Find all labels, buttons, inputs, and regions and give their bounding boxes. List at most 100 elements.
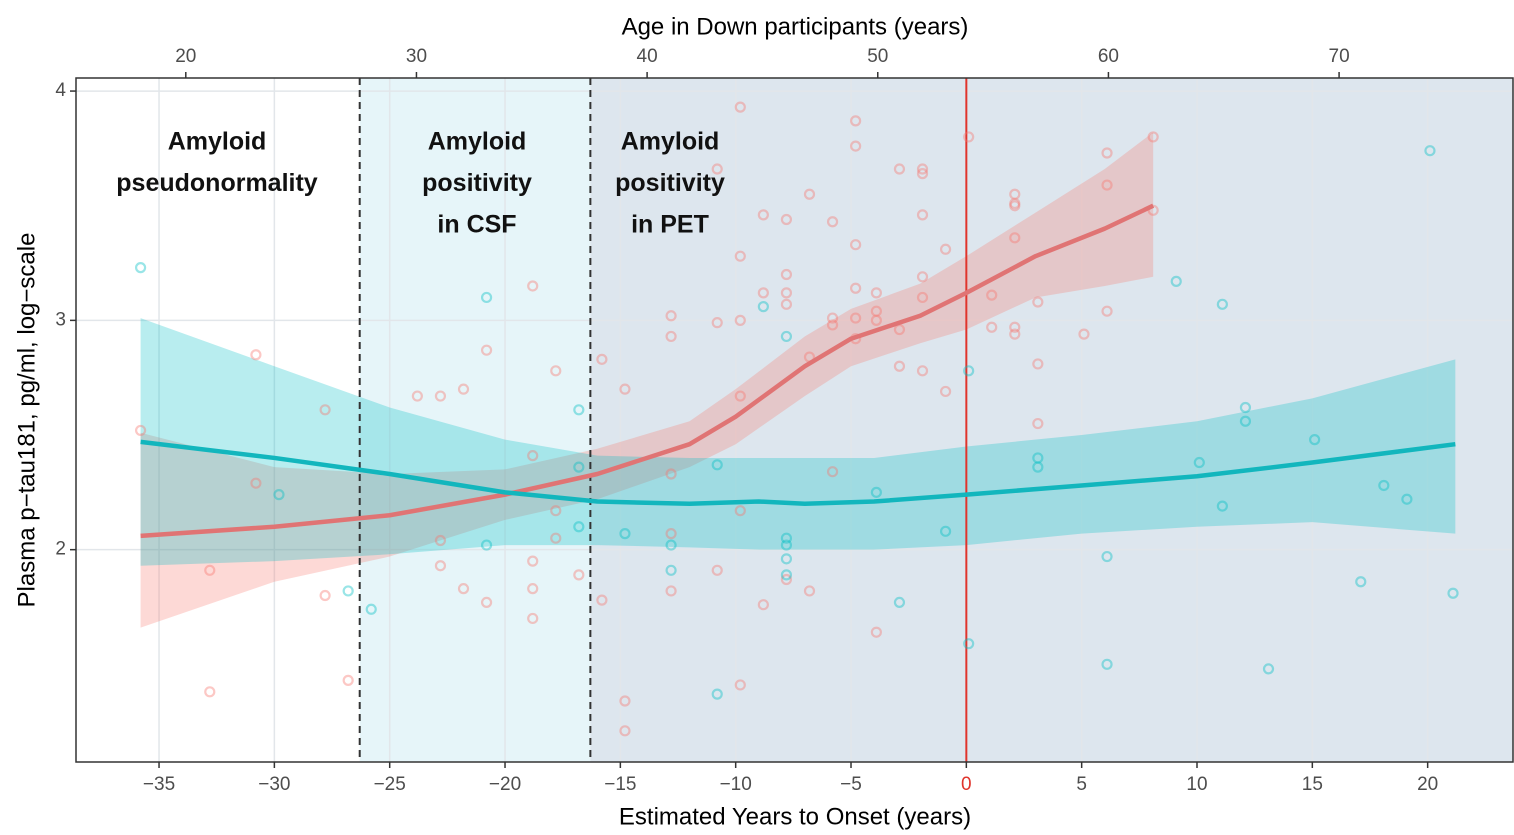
- region-background: [590, 78, 1513, 762]
- data-point: [319, 404, 331, 416]
- confidence-band: [140, 318, 1456, 566]
- data-point: [619, 725, 631, 737]
- stage-label: positivity: [422, 169, 532, 197]
- data-point: [527, 583, 539, 595]
- x-tick-label: 15: [1302, 774, 1323, 795]
- fit-line: [140, 439, 1456, 507]
- stage-label: in CSF: [437, 211, 516, 239]
- data-point: [1009, 200, 1021, 212]
- data-point: [1239, 415, 1252, 427]
- top-tick-label: 70: [1329, 46, 1350, 67]
- data-point: [527, 555, 539, 567]
- data-point: [916, 291, 929, 304]
- stage-label: in PET: [631, 211, 709, 239]
- data-point: [986, 289, 998, 301]
- data-point: [1032, 461, 1044, 473]
- data-point: [1309, 434, 1321, 446]
- data-point: [1147, 131, 1159, 143]
- data-point: [939, 243, 952, 255]
- data-point: [1424, 145, 1436, 157]
- data-point: [619, 528, 631, 540]
- data-point: [916, 163, 929, 175]
- x-tick-label: 10: [1186, 774, 1207, 795]
- data-point: [963, 638, 975, 650]
- x-tick-label: 0: [961, 774, 972, 795]
- data-point: [1401, 493, 1413, 505]
- data-point: [893, 596, 906, 609]
- data-point: [250, 349, 262, 361]
- data-point: [550, 505, 562, 517]
- data-point: [850, 312, 862, 324]
- data-point: [734, 314, 746, 326]
- stage-label: Amyloid: [621, 128, 720, 156]
- data-point: [480, 539, 493, 551]
- x-tick-label: −5: [840, 774, 862, 795]
- data-point: [665, 564, 677, 576]
- x-tick-label: −35: [143, 774, 175, 795]
- data-point: [1447, 587, 1459, 599]
- data-point: [780, 569, 793, 581]
- data-point: [619, 383, 631, 395]
- data-point: [319, 589, 331, 602]
- data-point: [573, 521, 585, 533]
- data-point: [527, 280, 539, 292]
- data-point: [1170, 275, 1182, 287]
- top-axis-title: Age in Down participants (years): [622, 13, 969, 40]
- data-point: [204, 686, 216, 698]
- data-point: [1009, 197, 1021, 210]
- data-point: [434, 560, 447, 572]
- data-point: [916, 271, 929, 283]
- data-point: [734, 679, 746, 691]
- data-point: [711, 459, 723, 471]
- data-point: [986, 321, 998, 333]
- fit-line: [140, 203, 1155, 539]
- x-axis-title: Estimated Years to Onset (years): [619, 803, 971, 830]
- data-point: [780, 330, 793, 343]
- data-point: [780, 287, 793, 299]
- data-point: [780, 539, 793, 551]
- data-point: [480, 344, 493, 356]
- data-point: [916, 365, 929, 377]
- data-point: [1101, 658, 1113, 670]
- data-point: [665, 528, 677, 540]
- data-point: [826, 216, 839, 228]
- data-point: [939, 525, 952, 537]
- data-point: [527, 612, 539, 625]
- top-tick-label: 50: [867, 46, 888, 67]
- data-point: [411, 390, 423, 402]
- data-point: [457, 583, 470, 595]
- data-point: [665, 330, 677, 343]
- data-point: [342, 674, 354, 686]
- data-point: [893, 360, 906, 372]
- top-tick-label: 20: [175, 46, 196, 67]
- data-point: [134, 424, 147, 437]
- plot-frame: [75, 77, 1514, 763]
- data-point: [365, 603, 377, 615]
- data-point: [1216, 298, 1228, 310]
- data-point: [850, 115, 862, 127]
- data-point: [711, 317, 723, 329]
- data-point: [480, 596, 493, 609]
- x-tick-label: −10: [720, 774, 752, 795]
- y-axis-title: Plasma p−tau181, pg/ml, log−scale: [13, 233, 40, 608]
- data-point: [939, 385, 952, 398]
- data-point: [780, 268, 793, 281]
- y-tick-label: 2: [55, 539, 66, 560]
- data-point: [916, 168, 929, 180]
- data-point: [1032, 296, 1044, 308]
- data-point: [457, 383, 470, 395]
- data-point: [734, 250, 746, 262]
- data-point: [1262, 663, 1275, 675]
- data-point: [1101, 179, 1113, 191]
- data-point: [850, 140, 862, 152]
- data-point: [711, 564, 723, 576]
- top-tick-label: 30: [406, 46, 427, 67]
- y-tick-label: 4: [55, 80, 66, 101]
- data-point: [850, 239, 862, 251]
- data-point: [780, 553, 793, 565]
- data-point: [893, 323, 906, 336]
- data-point: [1078, 328, 1090, 340]
- data-point: [711, 163, 723, 175]
- data-point: [527, 450, 539, 462]
